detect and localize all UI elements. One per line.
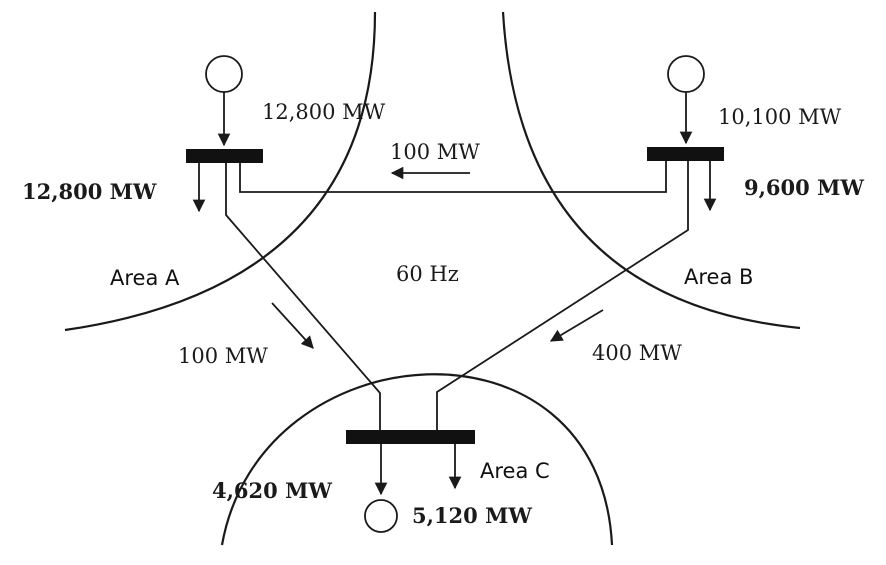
area-c-generation-label: 5,120 MW	[412, 503, 532, 528]
flow-arrow-b-to-c	[549, 309, 604, 342]
area-b-generation-label: 10,100 MW	[718, 105, 842, 129]
flow-arrow-a-to-c	[271, 302, 314, 349]
tie-line-a-b	[239, 161, 667, 193]
flow-b-to-c-label: 400 MW	[592, 341, 682, 365]
area-c-boundary	[220, 373, 614, 546]
area-a-generator-icon	[205, 55, 243, 93]
area-b-busbar	[647, 147, 724, 161]
flow-b-to-a-label: 100 MW	[390, 140, 480, 164]
area-c-name-label: Area C	[480, 459, 550, 483]
area-a-load-label: 12,800 MW	[22, 179, 157, 204]
area-a-generation-label: 12,800 MW	[262, 100, 386, 124]
system-frequency-label: 60 Hz	[396, 262, 459, 286]
flow-a-to-c-label: 100 MW	[178, 344, 268, 368]
tie-line-a-c	[225, 163, 381, 430]
area-b-name-label: Area B	[684, 265, 753, 289]
area-a-busbar	[186, 149, 263, 163]
area-a-name-label: Area A	[110, 266, 180, 290]
area-b-generator-icon	[667, 55, 705, 93]
area-a-boundary	[64, 11, 377, 332]
area-c-generator-icon	[364, 499, 398, 533]
area-b-load-label: 9,600 MW	[744, 175, 864, 200]
area-c-busbar	[346, 430, 475, 444]
tie-line-b-c	[436, 161, 689, 430]
area-b-boundary	[501, 11, 801, 330]
area-c-load-label: 4,620 MW	[212, 478, 332, 503]
